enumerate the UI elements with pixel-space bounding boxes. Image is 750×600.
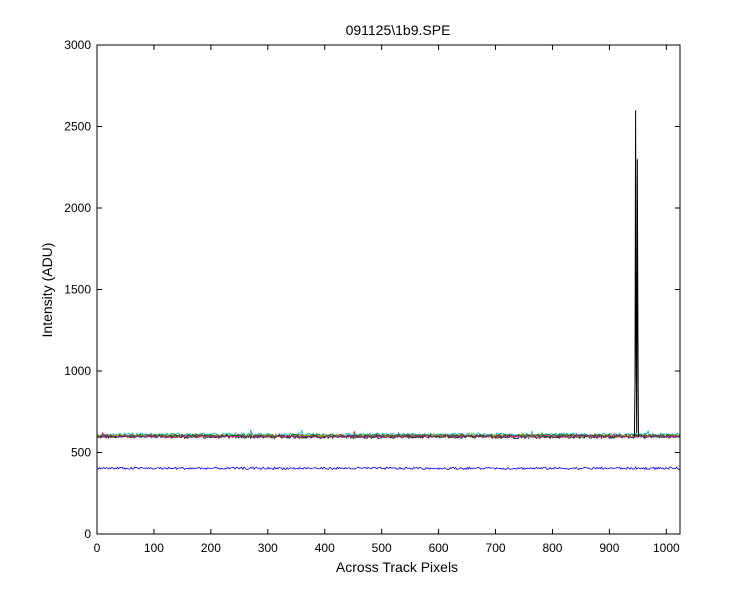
series-line: [96, 466, 681, 471]
series-line: [96, 431, 681, 439]
x-tick-label: 100: [144, 541, 164, 555]
x-tick-label: 0: [94, 541, 101, 555]
plot-area: [97, 45, 680, 534]
series-line: [96, 431, 681, 439]
spike-line: [633, 110, 640, 437]
y-tick-label: 3000: [64, 38, 91, 52]
x-tick-label: 500: [372, 541, 392, 555]
x-axis-label: Across Track Pixels: [336, 559, 458, 575]
x-tick-label: 600: [429, 541, 449, 555]
y-axis-label: Intensity (ADU): [39, 243, 55, 338]
series-layer: [96, 110, 681, 471]
y-tick-label: 500: [71, 446, 91, 460]
y-tick-label: 1500: [64, 283, 91, 297]
y-tick-label: 2000: [64, 201, 91, 215]
x-tick-label: 200: [201, 541, 221, 555]
y-tick-label: 2500: [64, 120, 91, 134]
x-tick-label: 400: [315, 541, 335, 555]
x-tick-label: 800: [542, 541, 562, 555]
y-axis: 0 500 1000 1500 2000 2500 3000: [64, 38, 680, 541]
x-tick-label: 1000: [653, 541, 680, 555]
x-tick-label: 300: [258, 541, 278, 555]
y-tick-label: 1000: [64, 364, 91, 378]
y-tick-label: 0: [84, 527, 91, 541]
x-axis: 0 100 200 300 400 500 600 700 800 900 1000: [94, 45, 680, 555]
x-tick-label: 700: [486, 541, 506, 555]
chart-title: 091125\1b9.SPE: [346, 22, 451, 38]
x-tick-label: 900: [599, 541, 619, 555]
